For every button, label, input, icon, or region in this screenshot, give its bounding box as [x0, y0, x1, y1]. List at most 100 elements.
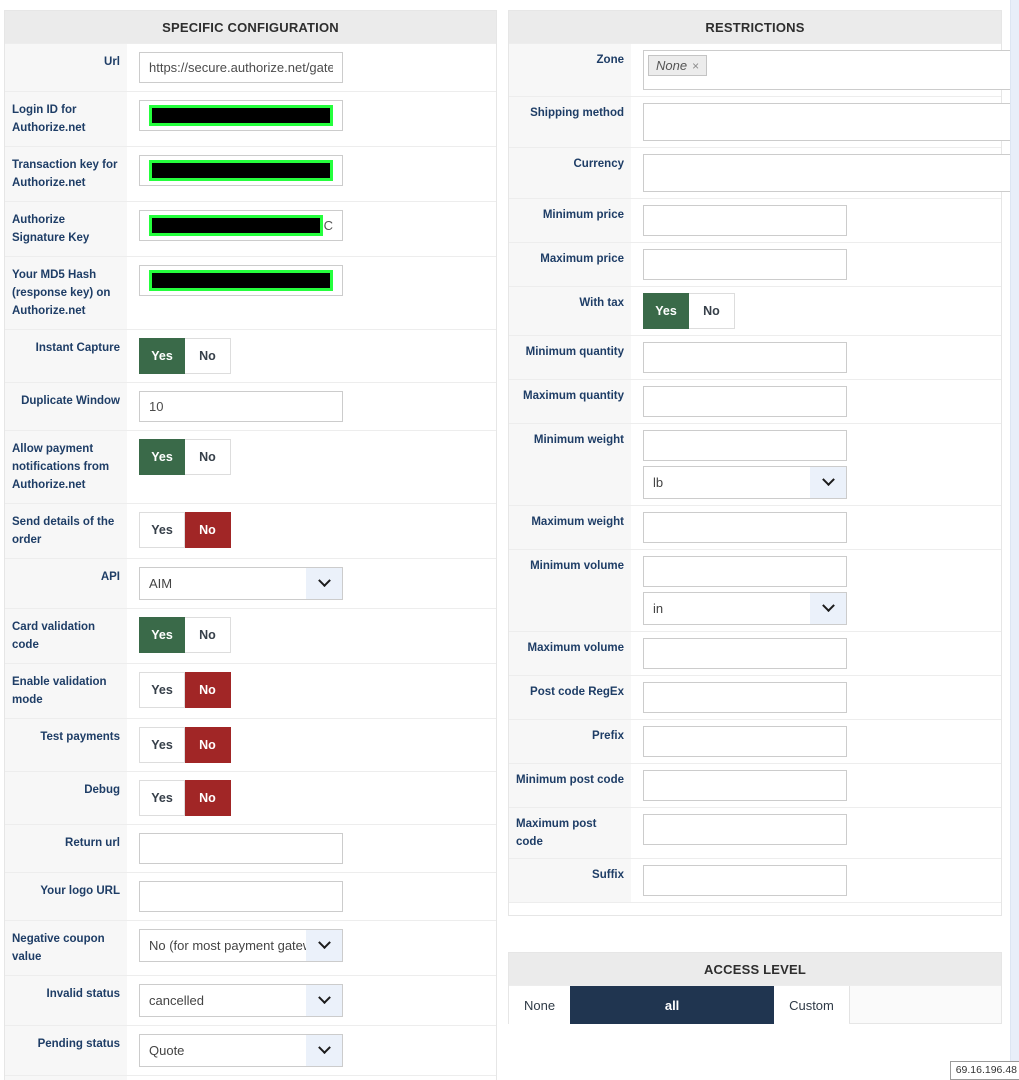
api-label: API [100, 571, 120, 583]
access-level-button-group: None all Custom [509, 986, 850, 1024]
with-tax-yes-button[interactable]: Yes [643, 293, 689, 329]
transaction-key-input[interactable] [139, 155, 343, 186]
negative-coupon-value-control-cell: No (for most payment gatew [129, 921, 496, 975]
row-transaction-key: Transaction key for Authorize.net [5, 146, 496, 201]
post-code-regex-input[interactable] [643, 682, 847, 713]
instant-capture-no-button[interactable]: No [185, 338, 231, 374]
card-validation-code-yes-button[interactable]: Yes [139, 617, 185, 653]
row-maximum-price: Maximum price [509, 242, 1001, 286]
minimum-quantity-input[interactable] [643, 342, 847, 373]
maximum-post-code-label-cell: Maximum post code [509, 808, 633, 858]
api-select[interactable]: AIM [139, 567, 343, 600]
debug-no-button[interactable]: No [185, 780, 231, 816]
negative-coupon-value-label: Negative coupon value [12, 933, 105, 963]
url-input[interactable]: https://secure.authorize.net/gatew [139, 52, 343, 83]
maximum-quantity-input[interactable] [643, 386, 847, 417]
enable-validation-mode-no-button[interactable]: No [185, 672, 231, 708]
minimum-weight-input[interactable] [643, 430, 847, 461]
duplicate-window-input-value: 10 [149, 399, 164, 414]
row-suffix: Suffix [509, 858, 1001, 902]
invalid-status-select[interactable]: cancelled [139, 984, 343, 1017]
debug-label: Debug [84, 784, 120, 796]
login-id-label-cell: Login ID for Authorize.net [5, 92, 129, 146]
enable-validation-mode-yes-button[interactable]: Yes [139, 672, 185, 708]
suffix-input[interactable] [643, 865, 847, 896]
duplicate-window-input[interactable]: 10 [139, 391, 343, 422]
signature-key-input[interactable]: C [139, 210, 343, 241]
restrictions-footer [509, 902, 1001, 915]
enable-validation-mode-label: Enable validation mode [12, 676, 107, 706]
access-option-custom[interactable]: Custom [774, 986, 849, 1024]
with-tax-control-cell: Yes No [633, 287, 1001, 335]
minimum-post-code-input[interactable] [643, 770, 847, 801]
shipping-method-input[interactable] [643, 103, 1013, 141]
row-maximum-weight: Maximum weight [509, 505, 1001, 549]
maximum-price-input[interactable] [643, 249, 847, 280]
minimum-price-control-cell [633, 199, 1001, 242]
maximum-post-code-input[interactable] [643, 814, 847, 845]
remove-tag-icon[interactable]: × [692, 58, 700, 73]
enable-validation-mode-toggle: Yes No [139, 672, 486, 708]
right-edge-strip[interactable] [1010, 0, 1019, 1080]
login-id-input[interactable] [139, 100, 343, 131]
debug-yes-button[interactable]: Yes [139, 780, 185, 816]
maximum-post-code-control-cell [633, 808, 1001, 858]
zone-tag: None × [648, 55, 708, 76]
instant-capture-yes-button[interactable]: Yes [139, 338, 185, 374]
row-prefix: Prefix [509, 719, 1001, 763]
pending-status-label: Pending status [37, 1038, 120, 1050]
specific-configuration-rows: Url https://secure.authorize.net/gatew Log… [5, 43, 496, 1080]
prefix-label: Prefix [592, 730, 624, 742]
send-order-details-label: Send details of the order [12, 516, 115, 546]
ip-address-badge: 69.16.196.48 [949, 1061, 1019, 1080]
maximum-volume-input[interactable] [643, 638, 847, 669]
currency-input[interactable] [643, 154, 1013, 192]
login-id-control-cell [129, 92, 496, 146]
minimum-volume-label-cell: Minimum volume [509, 550, 633, 631]
row-return-url: Return url [5, 824, 496, 872]
instant-capture-control-cell: Yes No [129, 330, 496, 382]
pending-status-control-cell: Quote [129, 1026, 496, 1075]
chevron-down-icon [317, 1041, 331, 1055]
maximum-price-control-cell [633, 243, 1001, 286]
minimum-volume-input[interactable] [643, 556, 847, 587]
post-code-regex-control-cell [633, 676, 1001, 719]
access-option-all[interactable]: all [570, 986, 775, 1024]
test-payments-no-button[interactable]: No [185, 727, 231, 763]
transaction-key-label: Transaction key for Authorize.net [12, 159, 118, 189]
card-validation-code-no-button[interactable]: No [185, 617, 231, 653]
login-id-label: Login ID for Authorize.net [12, 104, 86, 134]
minimum-volume-select[interactable]: in [643, 592, 847, 625]
row-api: API AIM [5, 558, 496, 608]
maximum-weight-control-cell [633, 506, 1001, 549]
send-order-details-yes-button[interactable]: Yes [139, 512, 185, 548]
minimum-quantity-control-cell [633, 336, 1001, 379]
logo-url-input[interactable] [139, 881, 343, 912]
md5-hash-input[interactable] [139, 265, 343, 296]
logo-url-label: Your logo URL [40, 885, 120, 897]
minimum-post-code-control-cell [633, 764, 1001, 807]
pending-status-select[interactable]: Quote [139, 1034, 343, 1067]
row-pending-status: Pending status Quote [5, 1025, 496, 1075]
with-tax-label: With tax [579, 297, 624, 309]
prefix-input[interactable] [643, 726, 847, 757]
negative-coupon-value-select[interactable]: No (for most payment gatew [139, 929, 343, 962]
maximum-weight-input[interactable] [643, 512, 847, 543]
transaction-key-control-cell [129, 147, 496, 201]
minimum-price-input[interactable] [643, 205, 847, 236]
allow-payment-notifications-control-cell: Yes No [129, 431, 496, 503]
debug-label-cell: Debug [5, 772, 129, 824]
test-payments-yes-button[interactable]: Yes [139, 727, 185, 763]
send-order-details-no-button[interactable]: No [185, 512, 231, 548]
card-validation-code-label: Card validation code [12, 621, 96, 651]
return-url-input[interactable] [139, 833, 343, 864]
zone-tag-input[interactable]: None × [643, 50, 1013, 90]
minimum-weight-select[interactable]: lb [643, 466, 847, 499]
allow-payment-notifications-no-button[interactable]: No [185, 439, 231, 475]
access-option-none[interactable]: None [509, 986, 571, 1024]
chevron-down-icon [821, 599, 835, 613]
redacted-value-bar [149, 160, 333, 181]
allow-payment-notifications-yes-button[interactable]: Yes [139, 439, 185, 475]
with-tax-no-button[interactable]: No [689, 293, 735, 329]
row-post-code-regex: Post code RegEx [509, 675, 1001, 719]
